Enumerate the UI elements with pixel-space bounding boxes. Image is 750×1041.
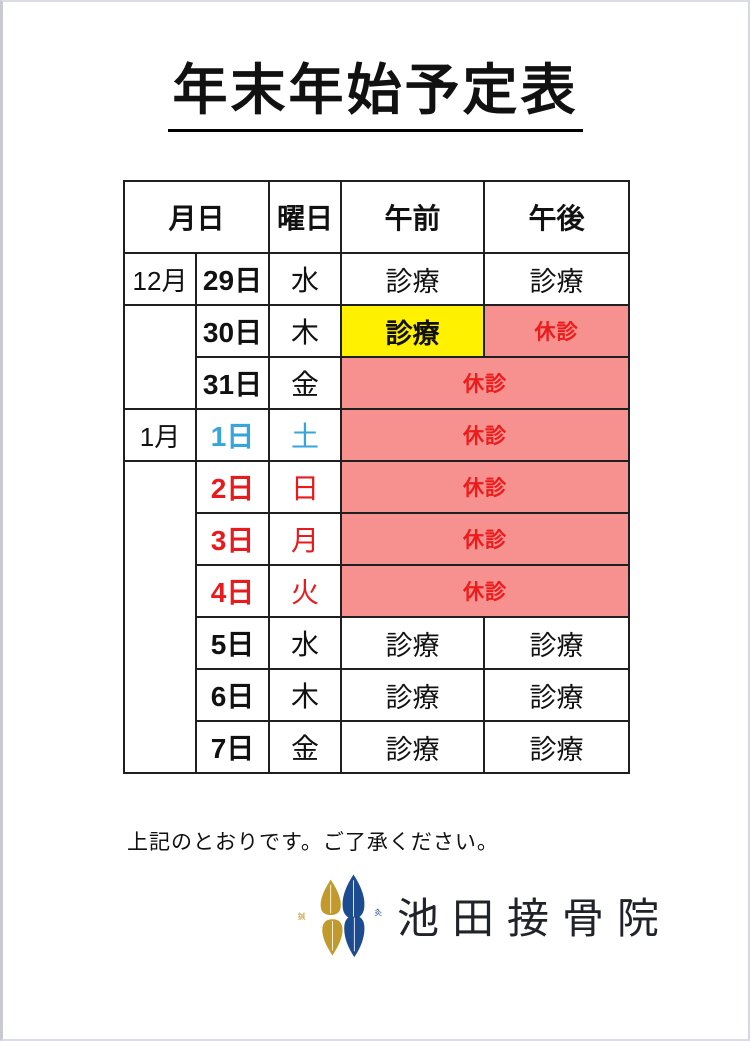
row-jan-5: 5日 水 診療 診療 — [124, 616, 630, 670]
weekday-cell: 日 — [268, 460, 342, 514]
morning-cell: 診療 — [340, 616, 485, 670]
row-jan-2: 2日 日 休診 — [123, 460, 630, 774]
month-cell-empty — [123, 304, 197, 410]
afternoon-cell: 診療 — [483, 252, 630, 306]
row-jan-1: 1月 1日 土 休診 — [123, 408, 630, 462]
month-cell: 12月 — [123, 252, 197, 306]
closed-all-day-cell: 休診 — [340, 408, 630, 462]
afternoon-cell: 診療 — [483, 720, 630, 774]
morning-cell: 診療 — [340, 720, 485, 774]
header-cell-morning: 午前 — [340, 180, 485, 254]
header-cell-date: 月日 — [123, 180, 270, 254]
clinic-name: 池田接骨院 — [397, 896, 673, 943]
month-cell-empty — [123, 460, 197, 774]
day-cell: 4日 — [195, 564, 270, 618]
logo-glyph-left: 鍼 — [298, 911, 306, 921]
logo-glyph-right: 灸 — [375, 907, 383, 917]
day-cell: 6日 — [195, 668, 270, 722]
weekday-cell: 金 — [268, 356, 342, 410]
weekday-cell: 木 — [268, 668, 342, 722]
page-title: 年末年始予定表 — [168, 60, 583, 132]
schedule-table: 月日 曜日 午前 午後 12月 29日 水 診療 診療 30日 木 診療 休診 — [123, 180, 630, 774]
footer-note: 上記のとおりです。ご了承ください。 — [127, 831, 499, 854]
weekday-cell: 水 — [268, 616, 342, 670]
day-cell: 3日 — [195, 512, 270, 566]
day-cell: 7日 — [195, 720, 270, 774]
weekday-cell: 火 — [268, 564, 342, 618]
header-cell-afternoon: 午後 — [483, 180, 630, 254]
day-cell: 30日 — [195, 304, 270, 358]
row-dec-31: 31日 金 休診 — [124, 356, 630, 410]
row-jan-7: 7日 金 診療 診療 — [124, 720, 630, 774]
header-cell-weekday: 曜日 — [268, 180, 342, 254]
morning-cell-highlighted: 診療 — [340, 304, 485, 358]
clinic-logo-icon: 鍼 灸 — [298, 874, 383, 958]
day-cell: 2日 — [195, 460, 270, 514]
weekday-cell: 月 — [268, 512, 342, 566]
clinic-brand: 鍼 灸 池田接骨院 — [297, 866, 672, 964]
row-jan-4: 4日 火 休診 — [124, 564, 630, 618]
closed-all-day-cell: 休診 — [340, 512, 630, 566]
afternoon-cell: 診療 — [483, 616, 630, 670]
day-cell: 29日 — [195, 252, 270, 306]
day-cell: 1日 — [195, 408, 270, 462]
morning-cell: 診療 — [340, 668, 485, 722]
row-dec-30: 30日 木 診療 休診 — [123, 304, 630, 410]
closed-all-day-cell: 休診 — [340, 460, 630, 514]
weekday-cell: 木 — [268, 304, 342, 358]
row-jan-6: 6日 木 診療 診療 — [124, 668, 630, 722]
weekday-cell: 土 — [268, 408, 342, 462]
row-jan-3: 3日 月 休診 — [124, 512, 630, 566]
weekday-cell: 金 — [268, 720, 342, 774]
closed-all-day-cell: 休診 — [340, 564, 630, 618]
day-cell: 5日 — [195, 616, 270, 670]
morning-cell: 診療 — [340, 252, 485, 306]
row-dec-29: 12月 29日 水 診療 診療 — [123, 252, 630, 306]
title-wrap: 年末年始予定表 — [3, 60, 748, 132]
afternoon-cell: 診療 — [483, 668, 630, 722]
header-row: 月日 曜日 午前 午後 — [123, 180, 630, 254]
weekday-cell: 水 — [268, 252, 342, 306]
closed-all-day-cell: 休診 — [340, 356, 630, 410]
month-cell: 1月 — [123, 408, 197, 462]
afternoon-cell-closed: 休診 — [483, 304, 630, 358]
day-cell: 31日 — [195, 356, 270, 410]
